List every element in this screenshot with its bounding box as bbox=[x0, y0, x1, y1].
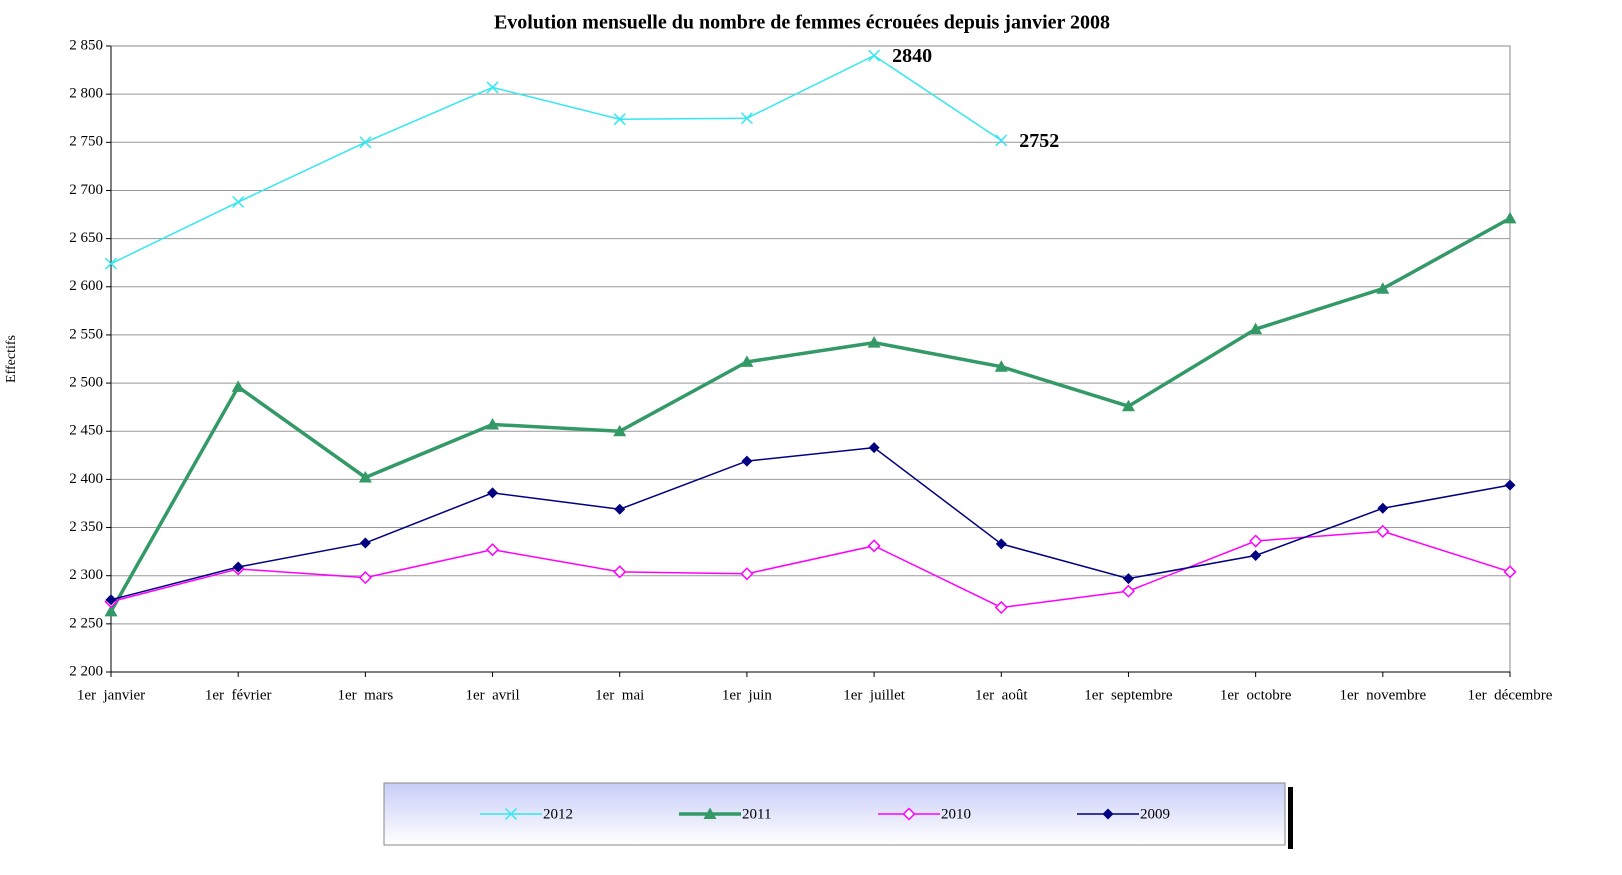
data-point bbox=[1121, 584, 1136, 598]
legend-label: 2009 bbox=[1140, 806, 1170, 822]
data-point bbox=[741, 455, 753, 467]
data-point bbox=[487, 487, 499, 499]
y-tick-label: 2 450 bbox=[69, 423, 103, 439]
x-tick-label: 1er juin bbox=[722, 687, 772, 703]
data-point bbox=[232, 561, 244, 573]
y-tick-label: 2 550 bbox=[69, 326, 103, 342]
y-tick-label: 2 350 bbox=[69, 519, 103, 535]
x-tick-label: 1er janvier bbox=[77, 687, 145, 703]
data-point bbox=[1376, 524, 1390, 538]
data-point bbox=[486, 417, 500, 430]
data-point bbox=[104, 257, 118, 270]
y-tick-label: 2 800 bbox=[69, 86, 103, 102]
legend-marker bbox=[504, 807, 518, 821]
y-tick-label: 2 200 bbox=[69, 663, 103, 679]
data-point bbox=[1503, 565, 1517, 579]
data-point bbox=[613, 565, 627, 579]
data-point bbox=[1250, 549, 1262, 561]
legend-marker bbox=[703, 807, 717, 819]
data-point bbox=[359, 136, 372, 149]
data-point bbox=[994, 360, 1008, 372]
x-tick-label: 1er octobre bbox=[1220, 687, 1292, 703]
series-line bbox=[110, 446, 1511, 601]
x-tick-label: 1er février bbox=[205, 687, 272, 703]
data-point bbox=[358, 571, 372, 585]
y-tick-label: 2 850 bbox=[69, 37, 103, 53]
data-point bbox=[868, 442, 880, 454]
data-point bbox=[1249, 322, 1263, 335]
x-tick-label: 1er juillet bbox=[843, 687, 905, 703]
data-point bbox=[994, 600, 1008, 615]
legend-label: 2011 bbox=[742, 806, 771, 822]
data-point bbox=[485, 543, 500, 557]
y-tick-label: 2 600 bbox=[69, 278, 103, 294]
data-point bbox=[358, 470, 372, 483]
data-point bbox=[232, 195, 245, 209]
y-axis-label: Effectifs bbox=[4, 335, 19, 383]
y-tick-label: 2 750 bbox=[69, 134, 103, 150]
data-point bbox=[1377, 502, 1389, 514]
series-line bbox=[110, 54, 1002, 265]
data-point bbox=[1376, 282, 1390, 294]
x-tick-label: 1er mars bbox=[337, 687, 393, 703]
x-tick-label: 1er mai bbox=[595, 687, 644, 703]
legend-label: 2012 bbox=[543, 806, 573, 822]
x-tick-label: 1er novembre bbox=[1339, 687, 1426, 703]
data-point bbox=[1504, 479, 1516, 491]
data-point bbox=[1122, 573, 1134, 585]
series-line bbox=[110, 530, 1511, 609]
y-tick-label: 2 300 bbox=[69, 567, 103, 583]
data-point bbox=[995, 134, 1008, 147]
y-tick-label: 2 400 bbox=[69, 471, 103, 487]
data-label: 2840 bbox=[892, 45, 932, 67]
data-point bbox=[105, 594, 117, 606]
y-tick-label: 2 500 bbox=[69, 375, 103, 391]
legend-marker bbox=[1102, 808, 1114, 820]
plot-border bbox=[110, 45, 1511, 673]
data-point bbox=[868, 49, 881, 62]
series-line bbox=[109, 216, 1511, 613]
data-point bbox=[867, 336, 881, 348]
data-point bbox=[613, 113, 626, 126]
y-tick-label: 2 250 bbox=[69, 615, 103, 631]
data-point bbox=[614, 503, 626, 515]
data-point bbox=[740, 355, 754, 367]
data-point bbox=[740, 112, 753, 125]
y-tick-label: 2 650 bbox=[69, 230, 103, 246]
data-label: 2752 bbox=[1019, 130, 1059, 152]
data-point bbox=[995, 538, 1007, 550]
x-tick-label: 1er décembre bbox=[1468, 687, 1553, 703]
chart-title: Evolution mensuelle du nombre de femmes … bbox=[494, 12, 1110, 34]
data-point bbox=[867, 539, 881, 553]
legend-shadow bbox=[1288, 787, 1293, 849]
x-tick-label: 1er septembre bbox=[1084, 687, 1173, 703]
data-point bbox=[231, 380, 245, 392]
data-point bbox=[613, 424, 627, 437]
y-tick-label: 2 700 bbox=[69, 182, 103, 198]
data-point bbox=[740, 567, 754, 581]
x-tick-label: 1er avril bbox=[465, 687, 519, 703]
data-point bbox=[104, 604, 118, 617]
data-point bbox=[486, 81, 499, 94]
x-tick-label: 1er août bbox=[975, 687, 1028, 703]
data-point bbox=[1249, 534, 1263, 548]
data-point bbox=[1121, 399, 1135, 412]
data-point bbox=[1503, 211, 1517, 224]
data-point bbox=[359, 537, 371, 549]
legend-marker bbox=[902, 807, 916, 821]
legend-label: 2010 bbox=[941, 806, 971, 822]
